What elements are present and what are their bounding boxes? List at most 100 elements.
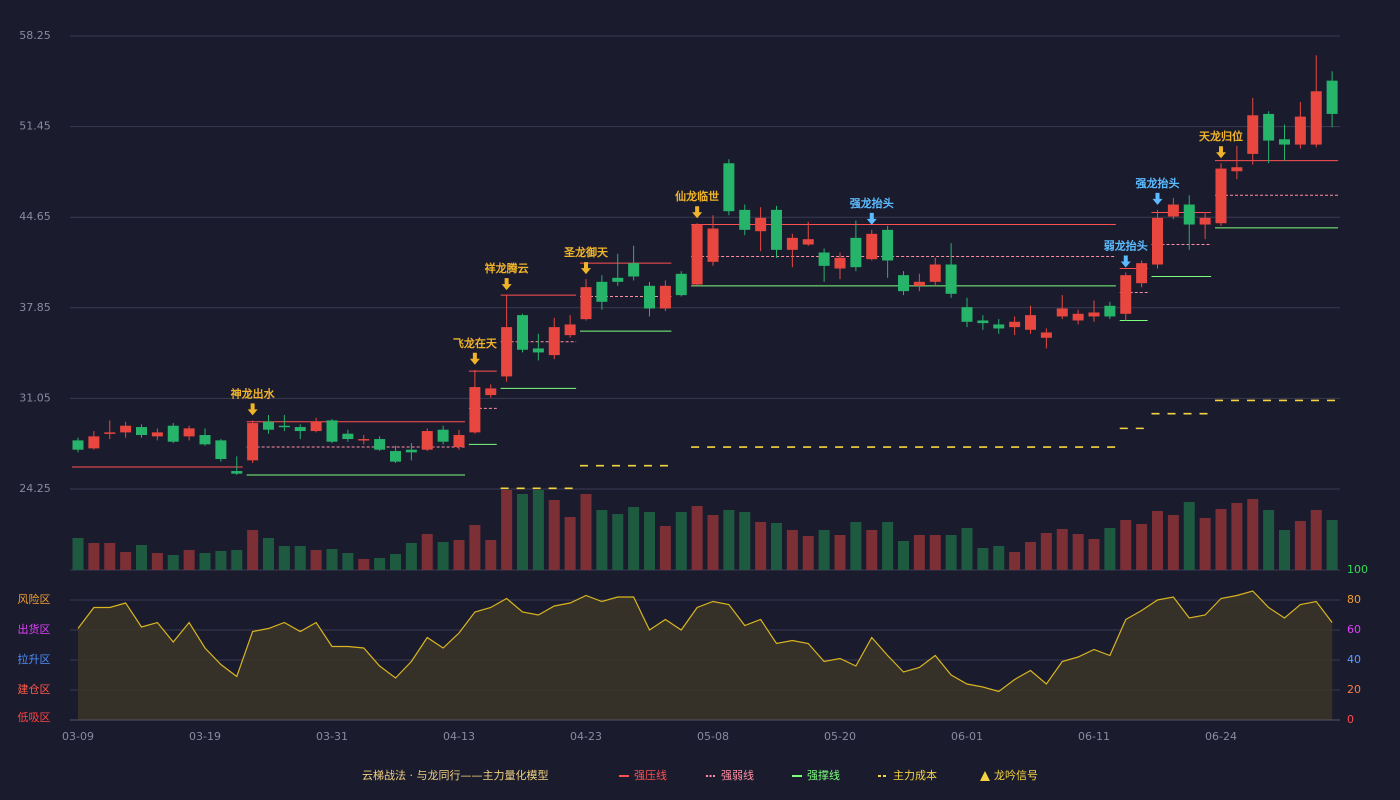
volume-bar: [961, 528, 973, 570]
signal-arrow: [692, 206, 703, 219]
volume-bar: [1326, 520, 1338, 570]
candle-body: [1215, 168, 1227, 224]
candle-body: [913, 281, 925, 286]
volume-bar: [453, 540, 465, 570]
candle-body: [850, 237, 862, 268]
candle-body: [929, 264, 941, 282]
candle-body: [993, 324, 1005, 329]
candle-body: [723, 163, 735, 212]
volume-bar: [1136, 524, 1148, 570]
osc-tick-label: 60: [1347, 623, 1361, 636]
signal-arrow: [581, 262, 591, 275]
x-tick-label: 06-11: [1078, 730, 1110, 743]
volume-bar: [358, 559, 370, 570]
candle-body: [485, 388, 497, 396]
volume-bar: [1247, 499, 1259, 570]
volume-bar: [278, 546, 290, 570]
candle-body: [691, 224, 703, 285]
osc-area: [78, 591, 1333, 720]
candle-body: [1009, 321, 1021, 328]
signal-label: 强龙抬头: [1136, 176, 1180, 190]
candle-body: [88, 436, 100, 449]
candle-body: [1040, 332, 1052, 338]
candle-body: [501, 327, 513, 377]
zone-label: 出货区: [18, 622, 51, 636]
volume-bar: [120, 552, 132, 570]
volume-bar: [326, 549, 338, 570]
volume-bar: [659, 526, 671, 570]
signal-label: 飞龙在天: [453, 336, 498, 350]
volume-bar: [1231, 503, 1243, 570]
volume-bar: [1167, 515, 1179, 570]
volume-bar: [517, 494, 528, 570]
candle-body: [453, 435, 465, 448]
candle-body: [469, 387, 481, 433]
candle-body: [1231, 167, 1243, 172]
x-tick-label: 03-19: [189, 730, 221, 743]
volume-bar: [977, 548, 989, 570]
candle-body: [263, 421, 274, 430]
candle-body: [1310, 91, 1322, 145]
y-tick-label: 31.05: [19, 391, 51, 404]
volume-bar: [294, 546, 306, 570]
legend-label: 强压线: [634, 768, 667, 782]
candle-body: [1136, 263, 1148, 284]
candle-body: [151, 432, 163, 437]
volume-bar: [691, 506, 703, 570]
volume-bar: [390, 554, 401, 570]
volume-bar: [755, 522, 767, 570]
signal-arrow: [247, 403, 258, 416]
candle-body: [1183, 204, 1195, 225]
candle-body: [136, 427, 147, 436]
volume-bar: [374, 558, 386, 570]
signal-label: 神龙出水: [231, 386, 276, 400]
candle-body: [342, 433, 354, 440]
volume-bar: [1120, 520, 1132, 570]
candle-body: [1326, 80, 1338, 114]
candle-body: [1294, 116, 1306, 145]
volume-bar: [310, 550, 322, 570]
osc-tick-label: 0: [1347, 713, 1354, 726]
volume-bar: [263, 538, 274, 570]
volume-bar: [1183, 502, 1195, 570]
volume-bar: [818, 530, 830, 570]
volume-bar: [1088, 539, 1100, 570]
volume-bar: [485, 540, 497, 570]
candle-body: [294, 427, 306, 432]
zone-label: 建仓区: [18, 682, 51, 696]
candle-body: [1152, 217, 1163, 265]
signal-arrow: [1152, 192, 1163, 205]
candle-body: [1279, 139, 1290, 145]
volume-bar: [596, 510, 608, 570]
candle-body: [231, 471, 243, 474]
x-tick-label: 03-31: [316, 730, 348, 743]
volume-bar: [945, 535, 957, 570]
signal-label: 祥龙腾云: [485, 261, 529, 275]
osc-tick-label: 80: [1347, 593, 1361, 606]
candle-body: [167, 425, 179, 442]
volume-bar: [183, 550, 195, 570]
zone-label: 风险区: [18, 592, 51, 606]
candle-body: [564, 324, 576, 336]
candle-body: [1247, 115, 1259, 154]
candle-body: [755, 217, 767, 232]
candle-body: [1167, 204, 1179, 217]
candle-body: [215, 440, 227, 460]
volume-bar: [1072, 534, 1084, 570]
x-tick-label: 03-09: [62, 730, 94, 743]
volume-bar: [628, 507, 640, 570]
signal-label: 天龙归位: [1199, 129, 1243, 143]
volume-bar: [215, 551, 227, 570]
volume-bar: [1009, 552, 1021, 570]
volume-bar: [866, 530, 878, 570]
volume-bar: [151, 553, 163, 570]
volume-bar: [644, 512, 655, 570]
candle-body: [532, 348, 544, 353]
volume-bar: [231, 550, 243, 570]
candle-body: [517, 315, 528, 350]
legend-swatch: [980, 771, 990, 781]
volume-bar: [1025, 542, 1036, 570]
candle-body: [707, 228, 719, 262]
volume-bar: [612, 514, 624, 570]
